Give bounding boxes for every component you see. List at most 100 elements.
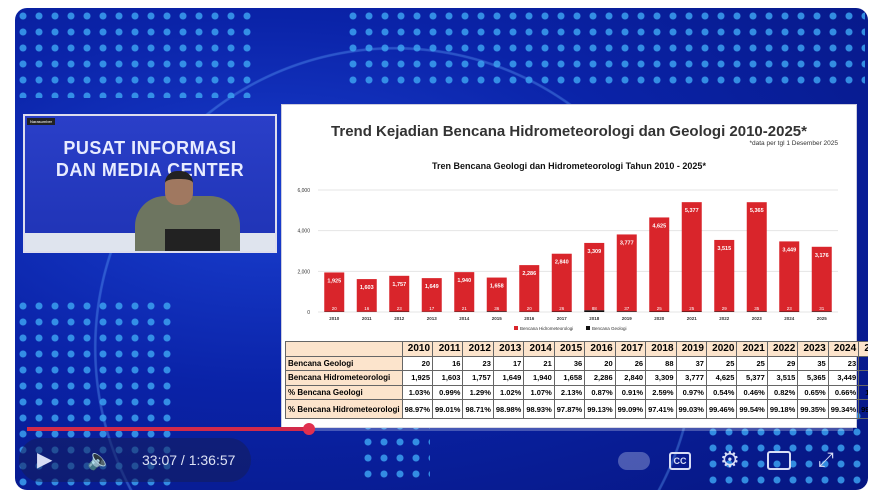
table-cell: 0.46% bbox=[736, 384, 768, 400]
bar-geologi bbox=[616, 311, 637, 312]
header-cell: 2024 bbox=[827, 341, 860, 357]
table-cell: 99.34% bbox=[827, 399, 860, 419]
table-cell: 3,176 bbox=[858, 370, 868, 386]
x-tick-label: 2019 bbox=[622, 316, 633, 321]
table-cell: 99.03% bbox=[675, 399, 707, 419]
y-tick-label: 0 bbox=[307, 310, 310, 316]
data-label: 1,757 bbox=[392, 282, 406, 288]
legend-swatch bbox=[514, 326, 518, 330]
data-label: 1,603 bbox=[360, 285, 374, 291]
header-cell: 2020 bbox=[705, 341, 738, 357]
bar-geologi bbox=[584, 310, 605, 312]
table-cell: 1.07% bbox=[523, 384, 555, 400]
progress-knob[interactable] bbox=[303, 423, 316, 435]
play-icon[interactable]: ▶ bbox=[37, 449, 53, 471]
data-label: 2,840 bbox=[555, 260, 569, 266]
x-tick-label: 2017 bbox=[557, 316, 568, 321]
table-cell: 2.13% bbox=[553, 384, 586, 400]
x-tick-label: 2010 bbox=[329, 316, 340, 321]
row-label: Bencana Geologi bbox=[285, 355, 403, 371]
header-cell: 2019 bbox=[675, 341, 707, 357]
header-cell: 2012 bbox=[462, 341, 494, 357]
x-tick-label: 2023 bbox=[752, 316, 763, 321]
speaker-camera: Narasumber PUSAT INFORMASI DAN MEDIA CEN… bbox=[23, 114, 277, 253]
data-label: 3,777 bbox=[620, 240, 634, 246]
bar-hidrometeorologi bbox=[616, 234, 637, 312]
row-label: % Bencana Geologi bbox=[285, 384, 403, 400]
presentation-slide: Trend Kejadian Bencana Hidrometeorologi … bbox=[281, 104, 868, 428]
bar-hidrometeorologi bbox=[584, 242, 605, 311]
table-cell: 99.00% bbox=[858, 399, 868, 419]
table-cell: 1,658 bbox=[553, 370, 586, 386]
data-label: 1,649 bbox=[425, 284, 439, 290]
table-cell: 3,777 bbox=[675, 370, 707, 386]
table-cell: 3,449 bbox=[827, 370, 860, 386]
table-row: Bencana Hidrometeorologi 1,925 1,603 1,757 1… bbox=[285, 370, 868, 386]
controls-left bbox=[19, 438, 251, 482]
legend-label: Bencana Geologi bbox=[592, 326, 627, 331]
table-cell: 23 bbox=[462, 355, 494, 371]
bar-hidrometeorologi bbox=[421, 278, 442, 312]
data-label: 3,449 bbox=[782, 247, 796, 253]
bar-hidrometeorologi bbox=[746, 202, 767, 312]
data-label: 3,515 bbox=[717, 246, 731, 252]
volume-icon[interactable]: 🔈 bbox=[87, 449, 112, 471]
y-tick-label: 6,000 bbox=[297, 188, 310, 194]
table-cell: 0.82% bbox=[766, 384, 799, 400]
table-cell: 2,286 bbox=[584, 370, 616, 386]
video-player[interactable]: Narasumber PUSAT INFORMASI DAN MEDIA CEN… bbox=[15, 8, 868, 490]
captions-icon[interactable]: CC bbox=[669, 452, 691, 470]
table-cell: 31 bbox=[858, 355, 868, 371]
table-cell: 1.02% bbox=[492, 384, 525, 400]
bar-hidrometeorologi bbox=[779, 241, 800, 312]
table-cell: 3,515 bbox=[766, 370, 799, 386]
table-cell: 3,309 bbox=[645, 370, 677, 386]
table-cell: 2,840 bbox=[614, 370, 647, 386]
table-cell: 5,377 bbox=[736, 370, 768, 386]
legend-swatch bbox=[586, 326, 590, 330]
table-cell: 17 bbox=[492, 355, 525, 371]
table-cell: 35 bbox=[797, 355, 829, 371]
table-cell: 1.03% bbox=[401, 384, 434, 400]
header-cell bbox=[285, 341, 403, 357]
settings-icon[interactable]: ⚙ bbox=[720, 447, 740, 472]
table-row: % Bencana Hidrometeorologi 98.97% 99.01% 98… bbox=[285, 399, 868, 419]
table-cell: 1,649 bbox=[492, 370, 525, 386]
slide-note: *data per tgl 1 Desember 2025 bbox=[749, 140, 838, 147]
autoplay-toggle[interactable] bbox=[618, 452, 650, 470]
table-cell: 1,940 bbox=[523, 370, 555, 386]
legend-label: Bencana Hidrometeorologi bbox=[520, 326, 573, 331]
bar-geologi bbox=[811, 311, 832, 312]
table-cell: 23 bbox=[827, 355, 860, 371]
table-cell: 20 bbox=[401, 355, 434, 371]
data-label: 20 bbox=[527, 306, 533, 311]
table-cell: 4,625 bbox=[705, 370, 738, 386]
data-label: 37 bbox=[624, 306, 630, 311]
data-label: 23 bbox=[787, 306, 793, 311]
table-cell: 98.71% bbox=[462, 399, 494, 419]
data-label: 36 bbox=[494, 306, 500, 311]
data-label: 3,309 bbox=[587, 249, 601, 255]
bg-dots bbox=[345, 8, 865, 88]
table-cell: 97.41% bbox=[645, 399, 677, 419]
header-cell: 2015 bbox=[553, 341, 586, 357]
bar-hidrometeorologi bbox=[811, 246, 832, 312]
table-cell: 97.87% bbox=[553, 399, 586, 419]
table-cell: 1.29% bbox=[462, 384, 494, 400]
table-cell: 98.98% bbox=[492, 399, 525, 419]
progress-bar[interactable] bbox=[27, 423, 853, 435]
table-cell: 99.46% bbox=[705, 399, 738, 419]
table-cell: 0.87% bbox=[584, 384, 616, 400]
data-label: 25 bbox=[689, 306, 695, 311]
data-label: 3,176 bbox=[815, 253, 829, 259]
table-cell: 25 bbox=[736, 355, 768, 371]
theater-mode-icon[interactable] bbox=[767, 451, 791, 470]
fullscreen-icon[interactable]: ⤢ bbox=[818, 449, 834, 471]
data-label: 4,625 bbox=[652, 223, 666, 229]
time-display: 33:07 / 1:36:57 bbox=[142, 452, 236, 468]
data-label: 5,377 bbox=[685, 208, 699, 214]
x-tick-label: 2018 bbox=[589, 316, 600, 321]
bar-hidrometeorologi bbox=[714, 239, 735, 312]
table-cell: 0.66% bbox=[827, 384, 860, 400]
laptop bbox=[165, 229, 220, 251]
